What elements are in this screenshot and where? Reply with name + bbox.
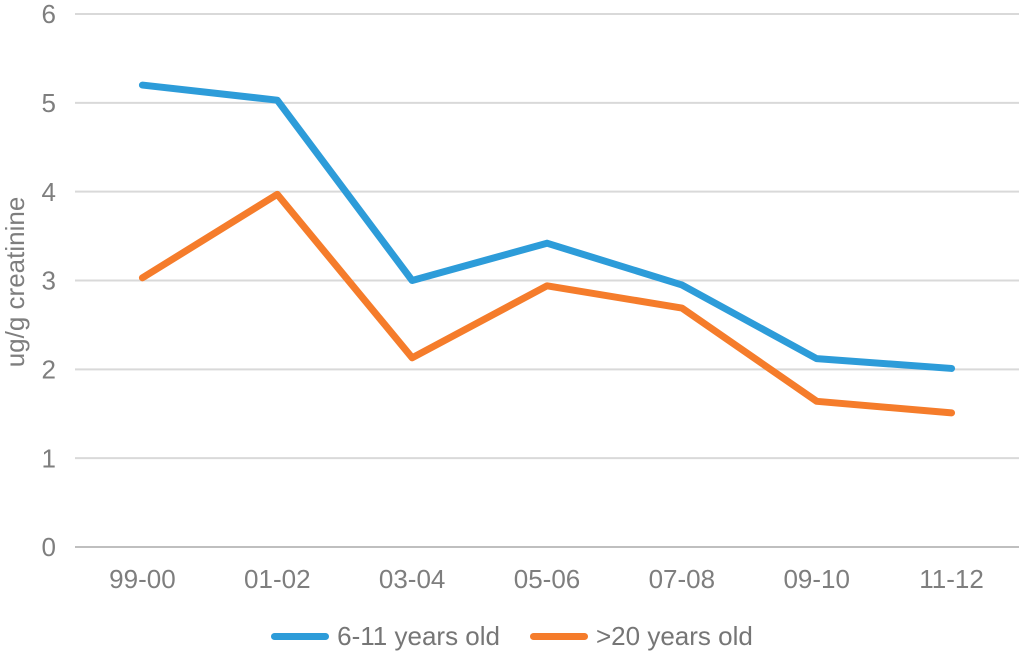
y-tick-label: 4 (42, 177, 56, 207)
x-tick-label: 99-00 (109, 564, 176, 594)
y-axis-title: ug/g creatinine (0, 197, 30, 368)
legend-item-over-20-years: >20 years old (530, 621, 753, 652)
x-tick-label: 11-12 (919, 564, 984, 594)
x-tick-label: 09-10 (783, 564, 850, 594)
y-tick-label: 5 (42, 88, 56, 118)
x-tick-label: 03-04 (379, 564, 446, 594)
series-line-0 (138, 81, 956, 372)
y-tick-label: 3 (42, 266, 56, 296)
data-series-lines (138, 81, 956, 417)
x-tick-label: 05-06 (514, 564, 581, 594)
y-tick-label: 6 (42, 0, 56, 29)
legend-label-over-20-years: >20 years old (596, 621, 753, 651)
legend: 6-11 years old >20 years old (0, 620, 1024, 653)
x-axis-tick-labels: 99-00 01-02 03-04 05-06 07-08 09-10 11-12 (109, 564, 984, 594)
y-tick-label: 1 (42, 443, 56, 473)
x-tick-label: 01-02 (244, 564, 311, 594)
y-tick-label: 2 (42, 354, 56, 384)
series-line-1 (138, 190, 956, 417)
x-tick-label: 07-08 (649, 564, 716, 594)
legend-swatch-orange-line-icon (530, 633, 588, 640)
legend-label-6-11-years: 6-11 years old (337, 621, 500, 651)
legend-item-6-11-years: 6-11 years old (271, 621, 500, 652)
legend-swatch-blue-line-icon (271, 633, 330, 640)
y-tick-label: 0 (42, 532, 56, 562)
y-axis-tick-labels: 0 1 2 3 4 5 6 (42, 0, 56, 562)
gridlines (75, 13, 1019, 548)
